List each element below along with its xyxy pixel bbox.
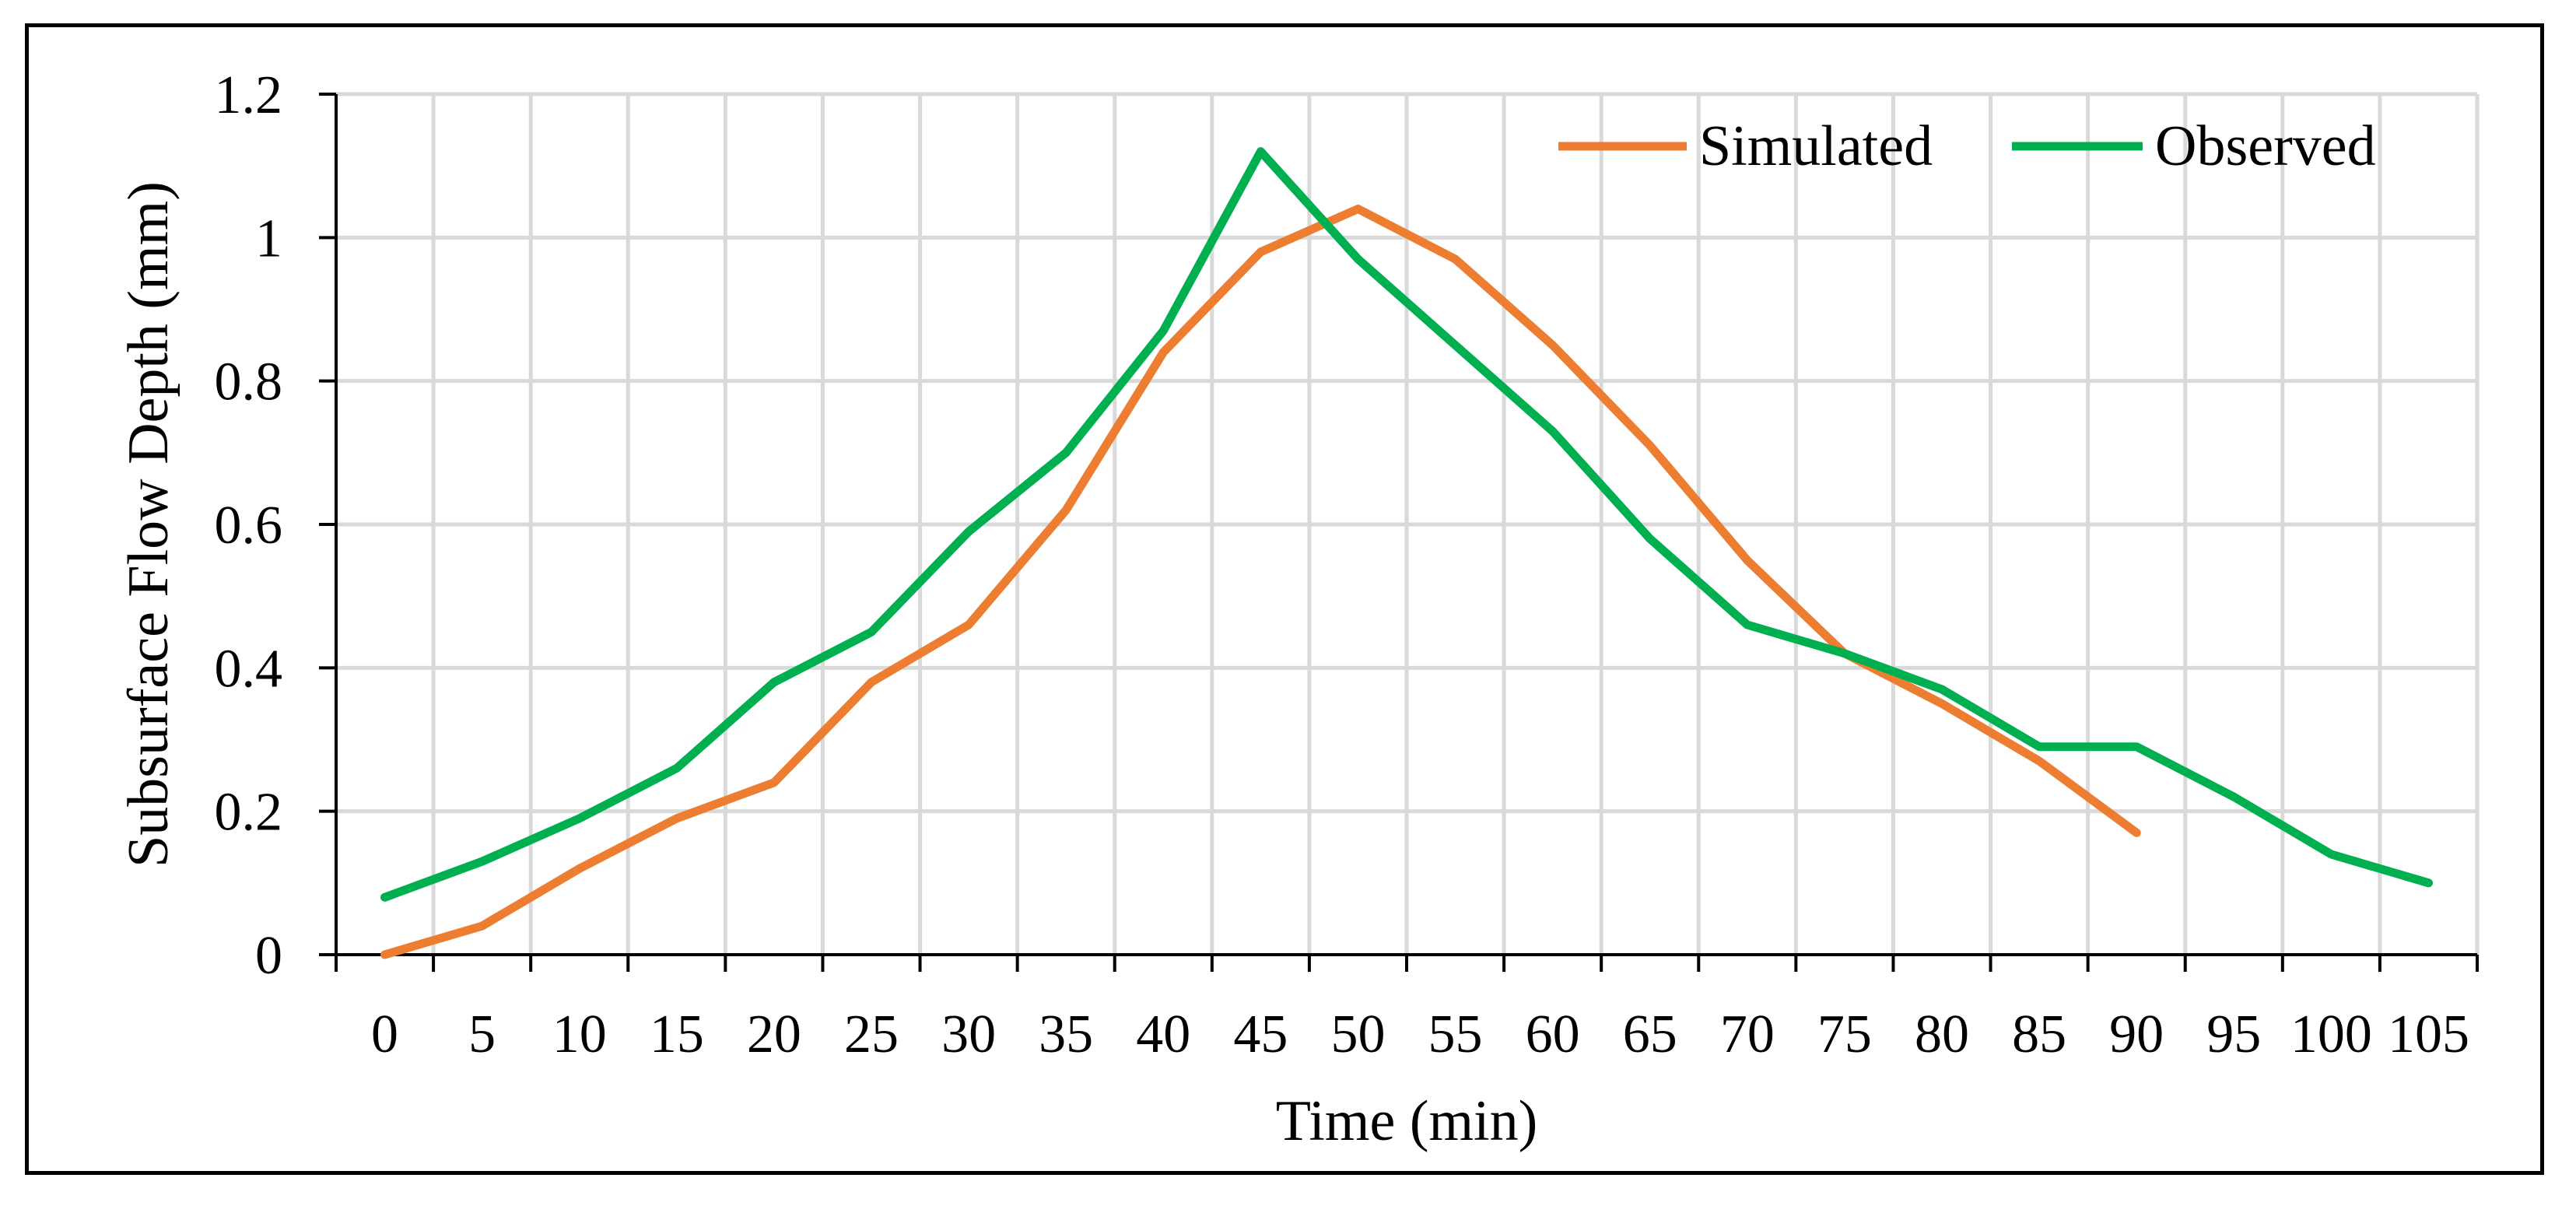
x-axis-label: Time (min): [1276, 1089, 1537, 1153]
x-tick-label: 60: [1526, 1004, 1580, 1064]
x-tick-label: 105: [2388, 1004, 2469, 1064]
x-tick-marks: 0 5 10 15 20 25 30 35 40 45 50 55 60 65 70 75 80 85 90 95 10…: [335, 955, 2479, 1064]
x-tick-label: 80: [1915, 1004, 1969, 1064]
x-tick-label: 50: [1330, 1004, 1385, 1064]
legend-label-simulated: Simulated: [1699, 114, 1933, 178]
series-line-simulated: [380, 205, 2141, 959]
y-tick-label: 0: [255, 926, 282, 986]
y-tick-marks: 0 0.2 0.4 0.6 0.8 1 1.2: [215, 65, 336, 986]
x-tick-label: 70: [1720, 1004, 1775, 1064]
y-tick-label: 1: [255, 209, 282, 268]
x-tick-label: 10: [552, 1004, 607, 1064]
series-line-observed: [380, 147, 2433, 902]
legend: Simulated Observed: [1558, 114, 2376, 178]
x-tick-label: 55: [1428, 1004, 1483, 1064]
gridlines: [336, 92, 2480, 955]
x-tick-label: 65: [1623, 1004, 1677, 1064]
x-tick-label: 95: [2206, 1004, 2261, 1064]
y-tick-label: 0.8: [215, 352, 283, 412]
series-lines: [380, 147, 2433, 959]
y-tick-label: 0.4: [215, 639, 283, 699]
x-tick-label: 15: [650, 1004, 704, 1064]
y-tick-label: 0.6: [215, 496, 283, 556]
legend-label-observed: Observed: [2155, 114, 2376, 178]
chart-frame: [25, 23, 2544, 1175]
x-tick-label: 25: [844, 1004, 899, 1064]
x-tick-label: 20: [747, 1004, 801, 1064]
x-tick-label: 75: [1817, 1004, 1872, 1064]
x-tick-label: 35: [1039, 1004, 1093, 1064]
x-tick-label: 0: [371, 1004, 398, 1064]
x-tick-label: 90: [2109, 1004, 2164, 1064]
x-tick-label: 45: [1233, 1004, 1288, 1064]
x-tick-label: 5: [468, 1004, 496, 1064]
x-tick-label: 85: [2012, 1004, 2066, 1064]
x-tick-label: 40: [1136, 1004, 1190, 1064]
y-tick-label: 1.2: [215, 65, 283, 125]
y-tick-label: 0.2: [215, 783, 283, 843]
x-tick-label: 100: [2290, 1004, 2372, 1064]
y-axis-label: Subsurface Flow Depth (mm): [117, 181, 180, 868]
x-tick-label: 30: [941, 1004, 996, 1064]
